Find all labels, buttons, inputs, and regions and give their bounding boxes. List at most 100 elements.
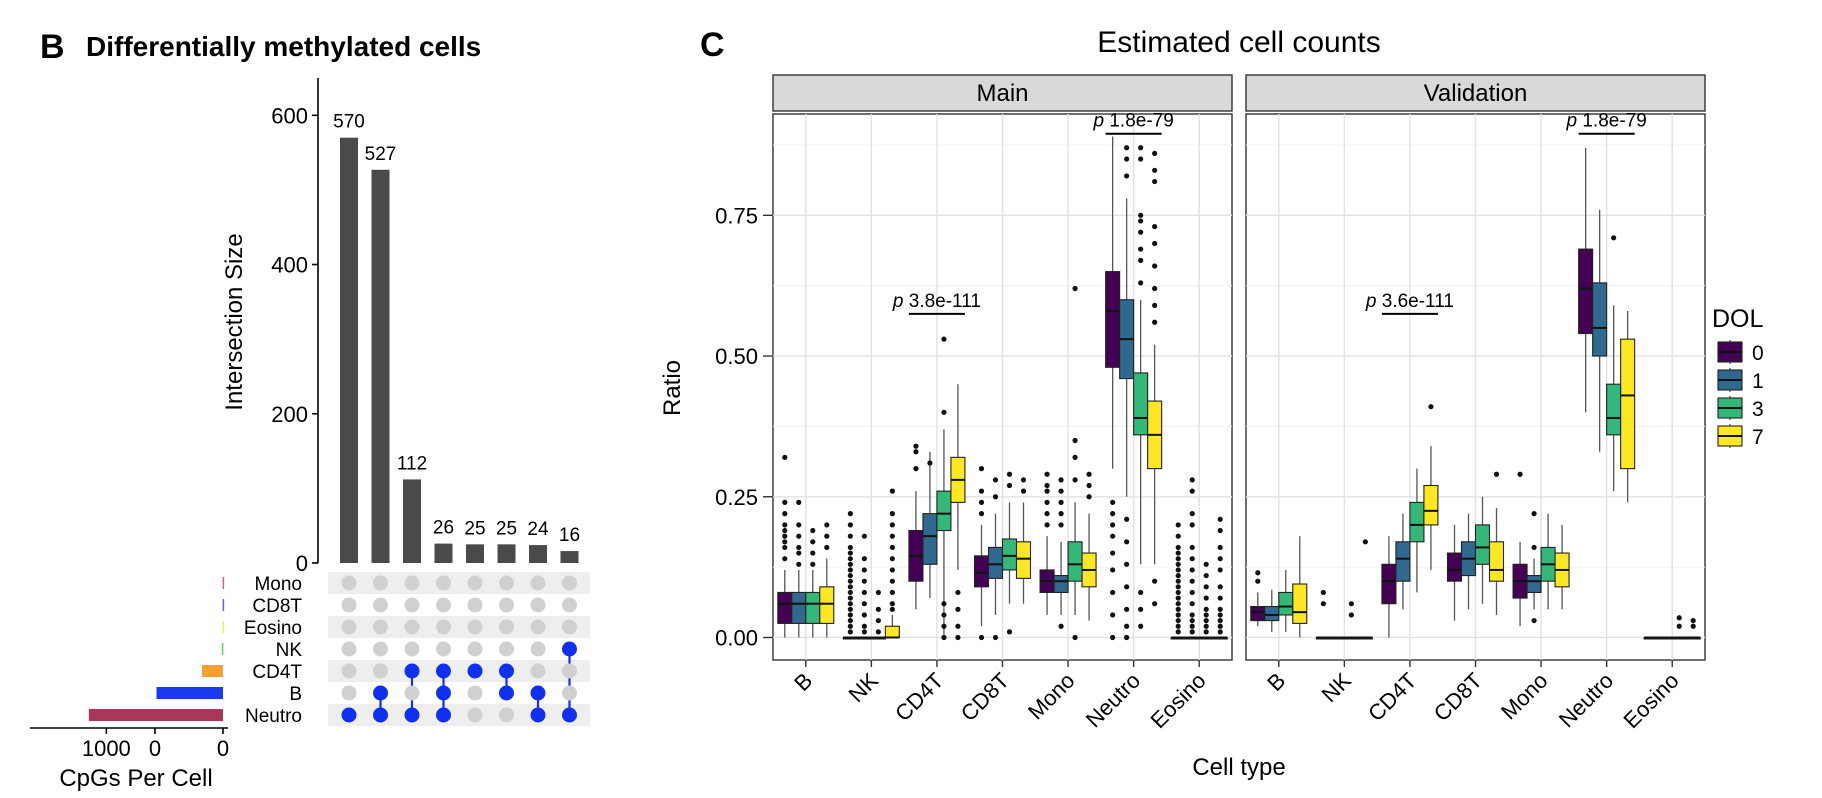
intersection-bar [497, 544, 516, 563]
outlier-point [1124, 584, 1130, 590]
box-nk-dol3 [870, 589, 886, 640]
x-axis-title: Cell type [1192, 754, 1285, 781]
matrix-dot-active [530, 707, 546, 723]
matrix-dot-inactive [499, 575, 514, 591]
matrix-row-shade [328, 704, 590, 726]
outlier-point [810, 539, 816, 545]
p-symbol: p [1092, 111, 1109, 132]
x-tick-label: B [1262, 668, 1290, 696]
y-tick-label: 200 [271, 402, 308, 427]
outlier-point [1058, 499, 1064, 505]
box-body [1001, 538, 1018, 571]
outlier-point [1175, 533, 1181, 539]
outlier-point [992, 477, 999, 483]
outlier-point [847, 511, 853, 517]
outlier-point [810, 561, 816, 567]
outlier-point [1044, 488, 1050, 494]
box-body [819, 586, 835, 624]
outlier-point [1189, 578, 1195, 584]
box-nk-dol7 [1357, 539, 1373, 640]
outlier-point [1044, 522, 1050, 528]
outlier-point [1531, 617, 1537, 624]
outlier-point [1110, 634, 1116, 641]
box-eosino-dol1 [1184, 477, 1200, 640]
outlier-point [1110, 612, 1116, 618]
outlier-point [847, 550, 853, 556]
outlier-point [1175, 556, 1181, 562]
y-tick-label: 0 [296, 551, 308, 576]
pvalue-label: p 3.6e-111 [1365, 291, 1454, 312]
set-label: Neutro [245, 706, 302, 727]
facet-main: Main B NK CD4T CD8T Mono Neutro Eosino p 3.8e-11… [772, 74, 1233, 733]
outlier-point [955, 623, 961, 629]
outlier-point [978, 634, 985, 641]
y-tick-label: 0.50 [715, 344, 758, 369]
outlier-point [1152, 240, 1158, 247]
set-label: Eosino [244, 618, 302, 639]
outlier-point [1175, 629, 1181, 635]
outlier-point [1676, 623, 1682, 629]
outlier-point [861, 533, 867, 539]
matrix-dot-active [404, 707, 420, 723]
x-tick-label: CD8T [1429, 668, 1487, 726]
outlier-point [1690, 623, 1696, 629]
legend-label: 3 [1752, 398, 1764, 421]
legend-label: 1 [1752, 370, 1764, 393]
outlier-point [978, 488, 985, 494]
outlier-point [1152, 285, 1158, 292]
matrix-dot-inactive [373, 575, 388, 591]
outlier-point [847, 578, 853, 584]
bar-value-label: 26 [433, 518, 454, 539]
outlier-point [941, 612, 947, 618]
outlier-point [1189, 567, 1195, 573]
box-body [791, 591, 807, 624]
outlier-point [1676, 615, 1682, 621]
outlier-point [889, 606, 895, 612]
outlier-point [1044, 499, 1050, 505]
outlier-point [782, 454, 788, 460]
y-axis-title: Ratio [659, 360, 686, 416]
box-b-dol7 [819, 522, 835, 638]
box-eosino-dol0 [1170, 522, 1186, 640]
box-cd4t-dol7 [950, 384, 966, 641]
outlier-point [1189, 477, 1195, 483]
outlier-point [847, 533, 853, 539]
outlier-point [889, 544, 895, 551]
x-tick-label: CD4T [890, 668, 948, 726]
box-eosino-dol3 [1671, 615, 1687, 640]
outlier-point [1217, 516, 1223, 522]
box-cd4t-dol3 [1409, 468, 1425, 593]
box-body [1250, 605, 1266, 622]
outlier-point [1058, 511, 1064, 517]
box-mono-dol1 [1526, 511, 1542, 624]
outlier-point [1175, 606, 1181, 612]
outlier-point [847, 561, 853, 567]
panel-b-title: Differentially methylated cells [86, 31, 481, 62]
intersection-bar [434, 543, 453, 563]
intersection-bar [466, 544, 484, 563]
outlier-point [1531, 511, 1537, 517]
outlier-point [847, 617, 853, 624]
matrix-dot-active [467, 663, 483, 679]
box-body [805, 591, 821, 624]
outlier-point [1203, 572, 1209, 579]
outlier-point [1044, 511, 1050, 517]
outlier-point [1006, 482, 1013, 489]
outlier-point [861, 556, 867, 562]
outlier-point [1217, 584, 1223, 590]
x-tick-label: CD8T [956, 668, 1014, 726]
set-size-bar [222, 599, 225, 611]
outlier-point [796, 522, 802, 528]
outlier-point [1138, 218, 1144, 224]
outlier-point [1320, 601, 1326, 607]
outlier-point [1072, 634, 1078, 641]
pvalue-text: 3.6e-111 [1382, 291, 1454, 312]
outlier-point [1175, 567, 1181, 573]
outlier-point [1152, 302, 1158, 308]
box-cd8t-dol7 [1488, 471, 1505, 615]
outlier-point [875, 617, 881, 624]
outlier-point [1203, 629, 1209, 635]
box-cd4t-dol1 [922, 451, 938, 599]
